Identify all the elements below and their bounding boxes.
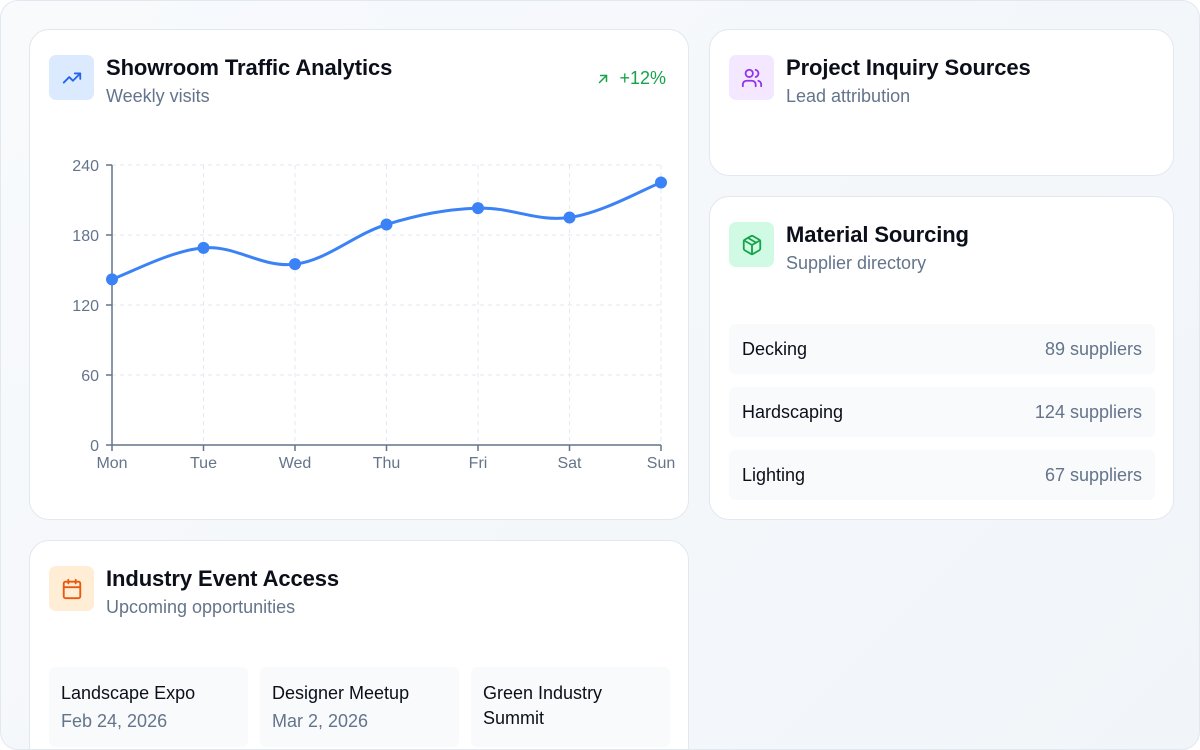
- material-sourcing-card: Material Sourcing Supplier directory Dec…: [709, 196, 1174, 520]
- supplier-row-lighting[interactable]: Lighting 67 suppliers: [729, 450, 1155, 500]
- data-point[interactable]: [655, 176, 667, 189]
- supplier-row-hardscaping[interactable]: Hardscaping 124 suppliers: [729, 387, 1155, 437]
- card-header: Showroom Traffic Analytics Weekly visits: [49, 55, 392, 108]
- users-icon: [729, 55, 774, 100]
- card-subtitle: Weekly visits: [106, 86, 210, 106]
- event-name: Green Industry Summit: [483, 683, 603, 728]
- card-title: Material Sourcing: [786, 222, 969, 247]
- card-title: Industry Event Access: [106, 566, 340, 591]
- event-name: Designer Meetup: [272, 683, 410, 703]
- y-tick-label: 180: [72, 228, 99, 245]
- calendar-icon: [49, 566, 94, 611]
- event-name: Landscape Expo: [61, 683, 196, 703]
- x-tick-label: Mon: [96, 455, 127, 472]
- package-icon: [729, 222, 774, 267]
- supplier-category: Lighting: [742, 464, 806, 485]
- data-point[interactable]: [563, 211, 576, 224]
- trend-badge: +12%: [596, 68, 666, 89]
- data-point[interactable]: [380, 218, 393, 231]
- card-subtitle: Upcoming opportunities: [106, 597, 296, 617]
- event-date: Mar 2, 2026: [272, 711, 369, 731]
- traffic-analytics-card: Showroom Traffic Analytics Weekly visits…: [29, 29, 689, 520]
- trend-value: +12%: [619, 68, 666, 88]
- arrow-up-right-icon: [599, 74, 608, 83]
- weekly-visits-line-chart: 0 60 120 180 240 Mon Tue Wed Thu Fri Sat Sun: [72, 158, 675, 472]
- supplier-count: 67 suppliers: [1044, 464, 1142, 485]
- x-tick-label: Thu: [373, 455, 401, 472]
- card-subtitle: Lead attribution: [786, 86, 911, 106]
- supplier-category: Decking: [742, 338, 808, 359]
- data-point[interactable]: [106, 273, 118, 286]
- card-subtitle: Supplier directory: [786, 253, 927, 273]
- y-tick-label: 240: [72, 158, 99, 175]
- x-tick-label: Sat: [557, 455, 582, 472]
- trending-up-icon: [49, 55, 94, 100]
- x-tick-label: Fri: [469, 455, 488, 472]
- data-point[interactable]: [197, 241, 210, 254]
- card-header: Material Sourcing Supplier directory: [729, 222, 969, 275]
- supplier-count: 124 suppliers: [1034, 401, 1142, 422]
- card-header: Project Inquiry Sources Lead attribution: [729, 55, 1031, 108]
- event-tile-designer-meetup[interactable]: Designer Meetup Mar 2, 2026: [260, 667, 459, 747]
- card-header: Industry Event Access Upcoming opportuni…: [49, 566, 339, 619]
- x-tick-label: Sun: [647, 455, 675, 472]
- y-tick-label: 60: [81, 368, 99, 385]
- y-tick-label: 120: [72, 298, 99, 315]
- event-tile-landscape-expo[interactable]: Landscape Expo Feb 24, 2026: [49, 667, 248, 747]
- supplier-row-decking[interactable]: Decking 89 suppliers: [729, 324, 1155, 374]
- card-title: Project Inquiry Sources: [786, 55, 1031, 80]
- card-title: Showroom Traffic Analytics: [106, 55, 393, 80]
- event-date: Feb 24, 2026: [61, 711, 168, 731]
- industry-events-card: Industry Event Access Upcoming opportuni…: [29, 540, 689, 749]
- data-point[interactable]: [472, 202, 484, 215]
- event-tile-green-industry-summit[interactable]: Green Industry Summit: [471, 667, 670, 747]
- y-tick-label: 0: [90, 438, 99, 455]
- data-point[interactable]: [289, 258, 301, 271]
- supplier-count: 89 suppliers: [1044, 338, 1142, 359]
- inquiry-sources-card: Project Inquiry Sources Lead attribution: [709, 29, 1174, 176]
- x-tick-label: Tue: [190, 455, 217, 472]
- x-tick-label: Wed: [279, 455, 312, 472]
- supplier-category: Hardscaping: [742, 401, 844, 422]
